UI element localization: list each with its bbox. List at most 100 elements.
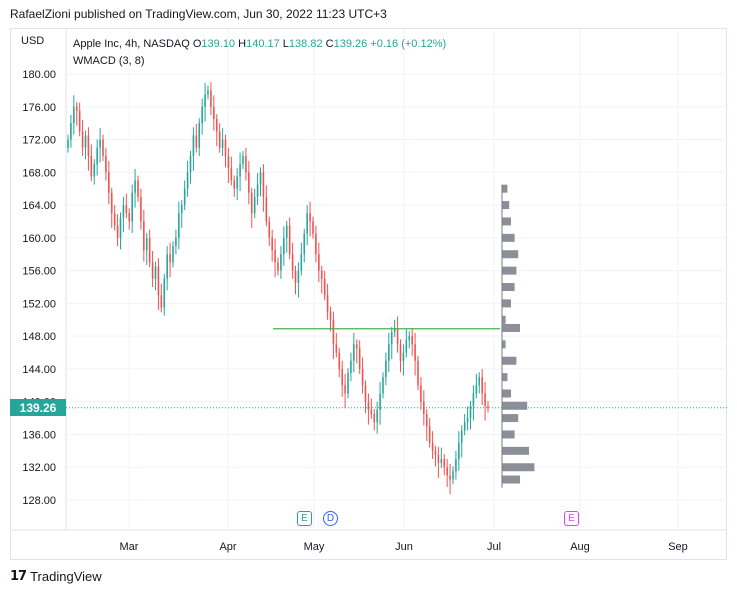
candle-body [108, 172, 110, 193]
currency-label: USD [21, 35, 45, 47]
candle-body [233, 180, 236, 189]
candle-body [172, 246, 174, 263]
candle-body [192, 135, 195, 156]
candle-body [291, 254, 294, 271]
low-label: L [282, 38, 289, 50]
candle-body [218, 131, 221, 148]
candle-body [113, 213, 116, 226]
candle-body [189, 155, 192, 173]
candle-body [361, 368, 364, 386]
candle-body [396, 327, 399, 345]
open-label: O [192, 38, 202, 50]
candle-body [262, 172, 265, 197]
last-price-label: 139.26 [10, 399, 66, 416]
volume-profile-bar [502, 233, 515, 242]
change-value: +0.16 (+0.12%) [370, 38, 447, 50]
x-tick-label: Apr [219, 541, 236, 553]
volume-profile-bar [502, 446, 529, 455]
candle-body [338, 352, 341, 369]
high-label: H [238, 38, 247, 50]
volume-profile-bar [502, 414, 519, 423]
candle-body [285, 225, 288, 238]
close-label: C [325, 38, 334, 50]
earnings-event-icon-upcoming[interactable]: E [564, 511, 579, 526]
candle-body [332, 319, 335, 345]
candle-body [128, 213, 131, 222]
candle-body [73, 106, 75, 124]
candle-body [358, 348, 361, 369]
candle-body [250, 192, 253, 214]
chart-frame[interactable] [10, 28, 727, 560]
candle-body [306, 213, 308, 234]
candle-body [81, 131, 84, 148]
candle-body [166, 254, 168, 279]
candle-body [96, 147, 98, 165]
y-tick-label: 156.00 [22, 266, 56, 278]
candle-body [452, 471, 454, 480]
candle-body [143, 221, 145, 251]
candle-body [417, 360, 419, 386]
tradingview-logo-icon: 17 [10, 569, 27, 584]
close-value: 139.26 [333, 38, 368, 50]
candle-body [347, 373, 349, 394]
symbol-label: Apple Inc, 4h, NASDAQ [73, 38, 190, 50]
candle-body [283, 237, 285, 255]
y-tick-label: 160.00 [22, 233, 56, 245]
candle-body [119, 217, 122, 238]
footer[interactable]: 17 TradingView [10, 569, 102, 584]
volume-profile-bar [502, 283, 515, 291]
candle-body [105, 155, 107, 173]
candle-body [367, 401, 370, 410]
brand-name: TradingView [30, 569, 102, 584]
candle-body [227, 155, 230, 169]
candle-body [122, 205, 125, 218]
candle-body [157, 266, 160, 296]
candle-body [183, 188, 186, 206]
candle-body [393, 327, 396, 333]
candle-body [131, 192, 133, 222]
x-axis: Mar Apr May Jun Jul Aug Sep [120, 541, 688, 553]
candle-body [277, 262, 279, 271]
candle-body [175, 237, 177, 247]
candle-body [215, 119, 218, 132]
x-tick-label: Jun [395, 541, 413, 553]
volume-profile-bar [502, 401, 528, 410]
candle-body [344, 385, 346, 394]
candle-body [411, 336, 413, 345]
y-axis: 180.00 176.00 172.00 168.00 164.00 160.00 156.… [22, 69, 56, 507]
candle-body [355, 344, 358, 349]
candle-body [236, 176, 238, 189]
volume-profile [501, 184, 535, 488]
candle-body [67, 139, 69, 148]
candle-body [455, 459, 457, 472]
candle-body [224, 139, 227, 156]
candle-body [75, 106, 78, 111]
candle-body [388, 344, 390, 361]
candle-body [320, 270, 323, 279]
candle-body [245, 155, 247, 173]
dividend-event-icon[interactable]: D [323, 511, 338, 526]
y-tick-label: 132.00 [22, 462, 56, 474]
candle-body [288, 225, 291, 255]
candle-body [294, 270, 297, 283]
candle-body [151, 262, 154, 279]
candle-body [399, 344, 402, 361]
candle-body [437, 454, 440, 464]
open-value: 139.10 [201, 38, 236, 50]
candle-body [248, 172, 250, 193]
candle-body [230, 168, 233, 181]
candle-body [353, 344, 355, 361]
candle-body [87, 135, 90, 156]
candle-body [210, 90, 212, 107]
candle-body [259, 172, 262, 185]
candle-body [431, 442, 434, 451]
indicator-label[interactable]: WMACD (3, 8) [73, 55, 145, 67]
high-value: 140.17 [246, 38, 280, 50]
earnings-event-icon[interactable]: E [297, 511, 312, 526]
candle-body [116, 225, 119, 238]
candle-body [242, 155, 244, 165]
y-tick-label: 168.00 [22, 167, 56, 179]
candle-body [350, 360, 352, 374]
candle-body [280, 254, 282, 271]
